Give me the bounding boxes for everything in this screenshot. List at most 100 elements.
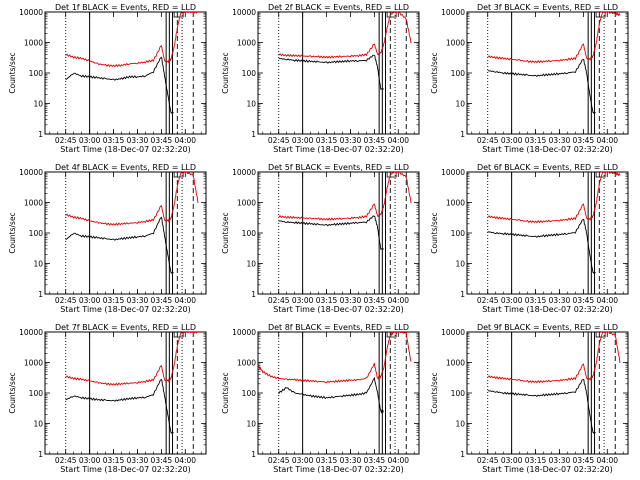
x-tick-label: 03:15 xyxy=(316,136,338,145)
y-tick-label: 10000 xyxy=(232,168,256,177)
series-lld xyxy=(278,172,412,221)
panel-4: Det 4f BLACK = Events, RED = LLD 1 10 100 10… xyxy=(8,163,207,314)
x-axis-label: Start Time (18-Dec-07 02:32:20) xyxy=(482,145,613,154)
x-axis-label: Start Time (18-Dec-07 02:32:20) xyxy=(60,305,191,314)
y-tick-label: 10000 xyxy=(232,8,256,17)
annotation-box xyxy=(386,11,397,18)
y-tick-label: 10 xyxy=(455,420,465,429)
y-axis-label: Counts/sec xyxy=(8,212,17,253)
y-tick-label: 1 xyxy=(38,130,43,139)
y-tick-label: 1 xyxy=(460,130,465,139)
x-tick-label: 02:45 xyxy=(477,456,499,465)
x-tick-label: 02:45 xyxy=(477,136,499,145)
x-tick-label: 03:00 xyxy=(501,456,523,465)
x-axis-label: Start Time (18-Dec-07 02:32:20) xyxy=(60,145,191,154)
x-tick-label: 02:45 xyxy=(55,456,77,465)
y-tick-label: 1000 xyxy=(24,199,43,208)
x-tick-label: 02:45 xyxy=(55,136,77,145)
x-tick-label: 03:45 xyxy=(364,296,386,305)
x-tick-label: 04:00 xyxy=(596,136,618,145)
x-tick-label: 03:00 xyxy=(501,296,523,305)
y-tick-label: 10 xyxy=(455,260,465,269)
x-tick-label: 03:30 xyxy=(127,136,149,145)
x-tick-label: 04:00 xyxy=(174,136,196,145)
y-axis-label: Counts/sec xyxy=(221,52,230,93)
y-tick-label: 10 xyxy=(246,420,256,429)
panel-7: Det 7f BLACK = Events, RED = LLD 1 10 100 10… xyxy=(8,323,207,474)
x-tick-label: 03:45 xyxy=(573,296,595,305)
series-events xyxy=(487,58,596,114)
series-events xyxy=(487,378,596,434)
x-tick-label: 03:45 xyxy=(573,456,595,465)
y-tick-label: 100 xyxy=(451,229,466,238)
series-lld xyxy=(487,172,621,224)
x-axis-label: Start Time (18-Dec-07 02:32:20) xyxy=(273,145,404,154)
y-axis-label: Counts/sec xyxy=(8,52,17,93)
y-tick-label: 10 xyxy=(246,100,256,109)
x-axis-label: Start Time (18-Dec-07 02:32:20) xyxy=(60,465,191,474)
x-tick-label: 03:30 xyxy=(549,296,571,305)
series-events xyxy=(278,54,384,91)
x-tick-label: 03:30 xyxy=(549,456,571,465)
y-tick-label: 1 xyxy=(460,450,465,459)
annotation-box xyxy=(173,11,184,18)
panel-6: Det 6f BLACK = Events, RED = LLD 1 10 100 10… xyxy=(430,163,629,314)
y-tick-label: 100 xyxy=(29,389,44,398)
x-tick-label: 04:00 xyxy=(174,456,196,465)
x-tick-label: 03:30 xyxy=(549,136,571,145)
y-tick-label: 1 xyxy=(251,450,256,459)
panel-title: Det 5f BLACK = Events, RED = LLD xyxy=(268,163,409,172)
panel-title: Det 9f BLACK = Events, RED = LLD xyxy=(477,323,618,332)
x-tick-label: 04:00 xyxy=(174,296,196,305)
x-tick-label: 04:00 xyxy=(387,296,409,305)
x-tick-label: 03:45 xyxy=(151,296,173,305)
y-tick-label: 1000 xyxy=(24,39,43,48)
panel-title: Det 3f BLACK = Events, RED = LLD xyxy=(477,3,618,12)
annotation-box xyxy=(595,171,606,178)
x-tick-label: 02:45 xyxy=(268,456,290,465)
y-tick-label: 10000 xyxy=(19,168,43,177)
y-tick-label: 1000 xyxy=(237,199,256,208)
y-tick-label: 10000 xyxy=(232,328,256,337)
y-axis-label: Counts/sec xyxy=(430,52,439,93)
y-axis-label: Counts/sec xyxy=(430,212,439,253)
series-events xyxy=(278,376,384,414)
y-tick-label: 100 xyxy=(29,229,44,238)
y-tick-label: 1000 xyxy=(446,39,465,48)
y-tick-label: 1 xyxy=(251,130,256,139)
y-tick-label: 1 xyxy=(460,290,465,299)
x-tick-label: 03:45 xyxy=(364,136,386,145)
y-tick-label: 10000 xyxy=(441,8,465,17)
x-tick-label: 02:45 xyxy=(55,296,77,305)
series-lld xyxy=(258,332,412,384)
panel-8: Det 8f BLACK = Events, RED = LLD 1 10 100 10… xyxy=(221,323,420,474)
x-tick-label: 03:30 xyxy=(340,296,362,305)
x-tick-label: 03:15 xyxy=(525,456,547,465)
x-tick-label: 03:15 xyxy=(316,456,338,465)
panel-3: Det 3f BLACK = Events, RED = LLD 1 10 100 10… xyxy=(430,3,629,154)
y-axis-label: Counts/sec xyxy=(8,372,17,413)
series-events xyxy=(65,378,174,434)
x-tick-label: 03:15 xyxy=(525,136,547,145)
y-tick-label: 100 xyxy=(242,229,257,238)
y-tick-label: 1000 xyxy=(446,199,465,208)
panel-title: Det 2f BLACK = Events, RED = LLD xyxy=(268,3,409,12)
y-tick-label: 10000 xyxy=(19,8,43,17)
y-tick-label: 100 xyxy=(242,389,257,398)
x-axis-label: Start Time (18-Dec-07 02:32:20) xyxy=(482,305,613,314)
y-tick-label: 100 xyxy=(242,69,257,78)
series-events xyxy=(278,215,384,251)
x-tick-label: 03:45 xyxy=(151,456,173,465)
y-tick-label: 10 xyxy=(33,260,43,269)
series-lld xyxy=(65,12,199,68)
x-tick-label: 03:00 xyxy=(292,136,314,145)
panel-1: Det 1f BLACK = Events, RED = LLD 1 10 100 10… xyxy=(8,3,207,154)
series-events xyxy=(487,218,596,274)
annotation-box xyxy=(386,171,397,178)
y-tick-label: 1000 xyxy=(237,39,256,48)
y-tick-label: 10000 xyxy=(441,328,465,337)
x-tick-label: 03:00 xyxy=(79,136,101,145)
y-tick-label: 1 xyxy=(38,290,43,299)
x-tick-label: 03:30 xyxy=(340,136,362,145)
